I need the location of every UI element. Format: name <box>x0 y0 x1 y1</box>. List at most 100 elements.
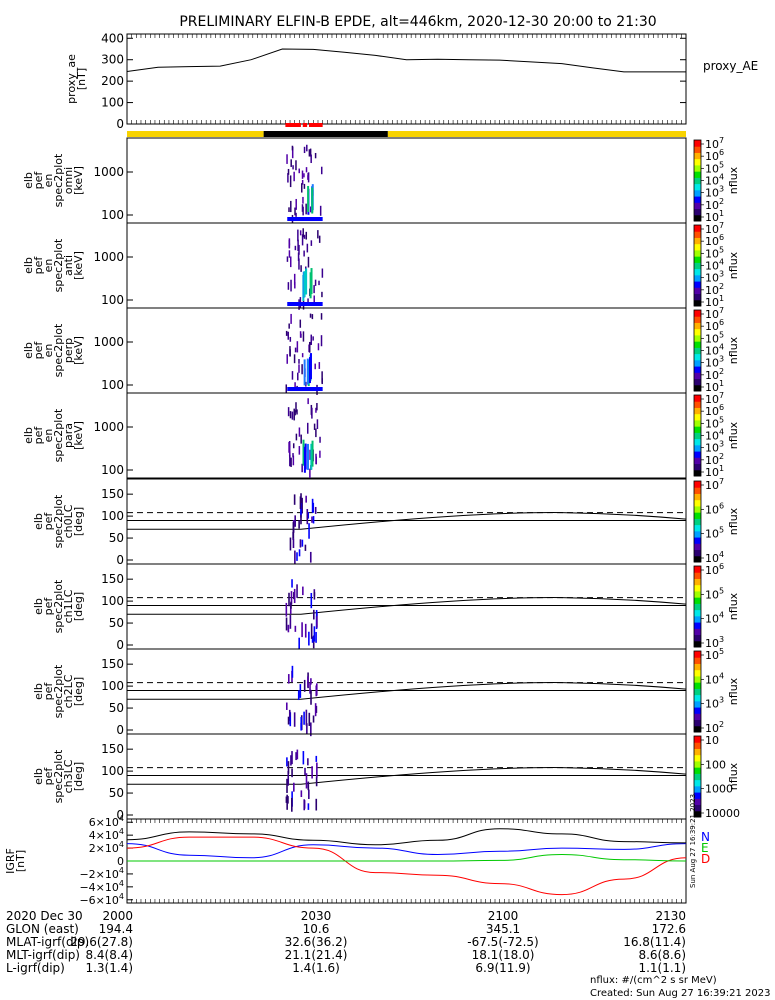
xaxis-row-value: 2030 <box>301 909 332 923</box>
ch0-pitch-data-pixel <box>309 551 312 563</box>
orbit-segment <box>127 131 264 137</box>
spec-omni-data-pixel <box>298 168 300 174</box>
spec-perp-data-pixel <box>289 346 291 357</box>
spec-perp-data-pixel <box>291 371 294 380</box>
spec-omni-data-pixel <box>308 149 311 157</box>
spec-para-data-pixel <box>316 419 319 429</box>
spec-anti-data-pixel <box>288 250 291 258</box>
spec-para-colorbar-title: nflux <box>727 421 740 449</box>
igrf-ytick-label: −6×104 <box>79 892 124 907</box>
ch1-pitch-data-pixel <box>285 602 288 617</box>
ch1-pitch-panel: 150100500elbpefspec2plotch1LC[deg]103104… <box>32 562 740 652</box>
igrf-ytick-label-exp: 4 <box>119 892 124 901</box>
spec-perp-data-pixel <box>314 363 316 370</box>
spec-anti-ylabel-1: pef <box>32 256 45 275</box>
ch2-pitch-colorbar-seg <box>694 713 701 721</box>
ch3-pitch-colorbar-label-base: 1000 <box>705 783 733 796</box>
spec-anti-colorbar-seg <box>694 243 701 251</box>
spec-para-colorbar-label-exp: 1 <box>719 464 724 473</box>
spec-omni-colorbar-label: 106 <box>705 148 724 163</box>
spec-perp-data-pixel <box>312 336 314 341</box>
ch1-pitch-ytick-label: 0 <box>116 638 124 652</box>
ch0-pitch-data-pixel <box>298 549 301 557</box>
spec-anti-colorbar-title: nflux <box>727 251 740 279</box>
spec-omni-data-pixel <box>309 206 312 213</box>
spec-anti-colorbar-label: 106 <box>705 233 724 248</box>
xaxis-row-value: 194.4 <box>99 922 133 936</box>
xaxis-row-value: 10.6 <box>303 922 330 936</box>
spec-para-colorbar-label: 103 <box>705 440 724 455</box>
proxy-ae-line <box>126 48 686 73</box>
spec-para-data-pixel <box>289 411 292 419</box>
ch2-pitch-data-pixel <box>300 717 303 728</box>
spec-anti-data-pixel <box>307 298 309 305</box>
ch0-pitch-data-pixel <box>305 495 307 503</box>
spec-omni-colorbar-seg <box>694 177 701 185</box>
spec-perp-data-pixel <box>301 364 303 375</box>
xaxis-row-value: 2130 <box>655 909 686 923</box>
igrf-ytick-label-exp: 4 <box>119 840 124 849</box>
plot-title: PRELIMINARY ELFIN-B EPDE, alt=446km, 202… <box>179 14 656 30</box>
spec-anti-data-pixel <box>294 245 297 251</box>
spec-perp-data-pixel <box>299 319 302 328</box>
ch3-pitch-data-pixel <box>315 755 318 762</box>
ch2-pitch-colorbar-seg <box>694 707 701 714</box>
spec-perp-data-pixel <box>289 336 292 342</box>
spec-perp-colorbar-seg <box>694 378 701 386</box>
igrf-ytick-label-exp: 4 <box>119 827 124 836</box>
igrf-ytick-label-base: −6×10 <box>79 894 118 907</box>
spec-omni-colorbar-seg <box>694 140 701 147</box>
ch3-pitch-data-pixel <box>307 758 309 766</box>
ch0-pitch-data-pixel <box>298 520 300 529</box>
spec-omni-data-pixel <box>287 168 290 175</box>
spec-anti-colorbar-label-base: 10 <box>705 284 719 297</box>
spec-perp-data-pixel <box>308 341 311 353</box>
spec-anti-data-pixel <box>302 228 304 238</box>
ch1-pitch-data-pixel <box>310 623 313 639</box>
xaxis-row-value: 2100 <box>488 909 519 923</box>
spec-perp-data-pixel <box>317 343 320 351</box>
ch1-pitch-colorbar-seg <box>694 578 701 586</box>
spec-omni-data-pixel <box>309 148 312 157</box>
spec-para-colorbar-label-exp: 6 <box>719 403 724 412</box>
spec-perp-colorbar-label-base: 10 <box>705 332 719 345</box>
spec-perp-data-pixel <box>309 313 312 318</box>
spec-anti-colorbar-label: 101 <box>705 294 724 309</box>
spec-perp-colorbar-seg <box>694 353 701 361</box>
spec-perp-colorbar-seg <box>694 328 701 336</box>
spec-para-ylabel-3: spec2plot <box>52 408 65 462</box>
spec-omni-colorbar-label-base: 10 <box>705 162 719 175</box>
spec-anti-data-pixel <box>307 256 310 268</box>
ch1-pitch-data-pixel <box>293 588 296 604</box>
spec-anti-data-pixel <box>321 268 324 278</box>
spec-anti-colorbar-seg <box>694 231 701 238</box>
spec-anti-data-pixel <box>293 273 296 285</box>
spec-perp-colorbar-label-base: 10 <box>705 320 719 333</box>
xaxis-row-value: 172.6 <box>652 922 686 936</box>
ch1-pitch-data-pixel <box>290 591 293 605</box>
spec-perp-ylabel-4: perp <box>62 338 75 363</box>
ch2-pitch-colorbar-seg <box>694 719 701 727</box>
spec-omni-colorbar-label-exp: 3 <box>719 185 724 194</box>
spec-perp-colorbar-label-exp: 7 <box>719 306 724 315</box>
spec-omni-data-pixel <box>290 159 292 167</box>
spec-omni-colorbar-seg <box>694 189 701 197</box>
spec-omni-colorbar-label: 101 <box>705 209 724 224</box>
spec-anti-colorbar-label-exp: 3 <box>719 270 724 279</box>
spec-perp-colorbar-title: nflux <box>727 336 740 364</box>
ch0-pitch-panel: 150100500elbpefspec2plotch0LC[deg]104105… <box>32 477 740 567</box>
spec-omni-ylabel-1: pef <box>32 171 45 190</box>
ch0-pitch-data-pixel <box>289 537 292 551</box>
spec-anti-colorbar-label-exp: 2 <box>719 282 724 291</box>
ch2-pitch-data-pixel <box>310 722 312 737</box>
spec-para-ytick-label: 100 <box>101 463 124 477</box>
spec-omni-colorbar-seg <box>694 164 701 172</box>
spec-para-ytick-label: 1000 <box>93 420 124 434</box>
ch2-pitch-colorbar-title: nflux <box>727 677 740 705</box>
spec-para-data-pixel <box>302 439 305 466</box>
spec-omni-data-pixel <box>310 154 312 164</box>
ch0-pitch-colorbar-seg <box>694 537 701 544</box>
spec-anti-data-pixel <box>300 265 302 272</box>
spec-para-data-pixel <box>295 433 298 441</box>
spec-omni-data-pixel <box>288 207 290 212</box>
